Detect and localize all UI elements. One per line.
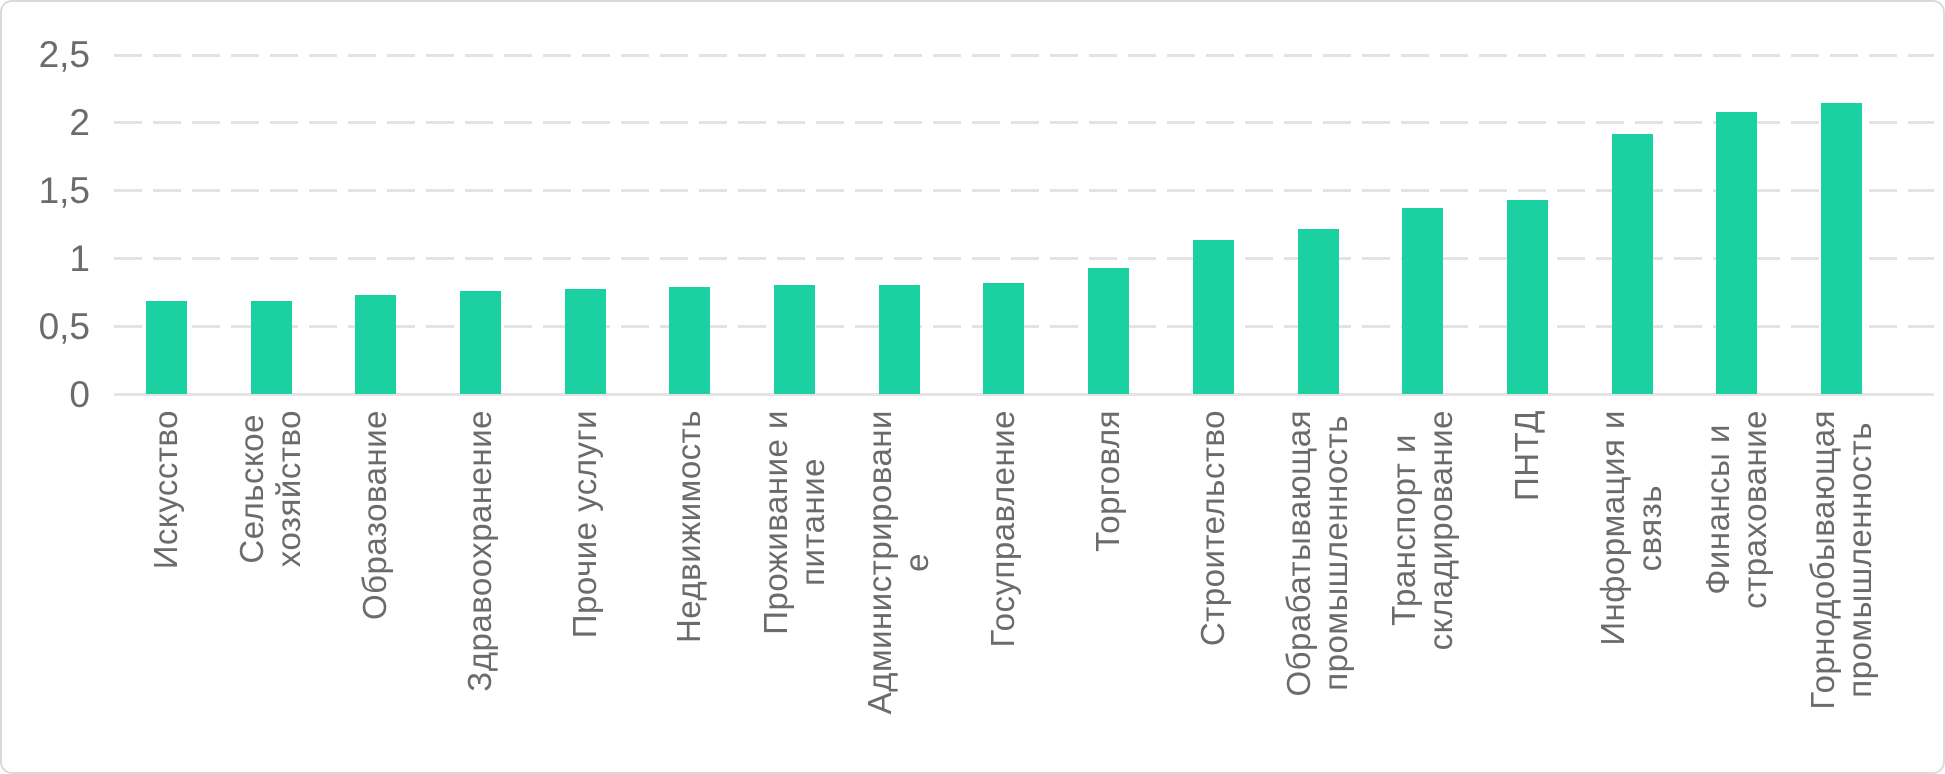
x-axis-category-label: Сельское хозяйство	[219, 410, 324, 567]
x-axis-category-label: Администрировани е	[847, 410, 952, 714]
y-axis-tick-label: 1	[69, 237, 90, 279]
x-axis-category-label-line: Торговля	[1089, 410, 1127, 552]
x-axis-category-label-line: Искусство	[146, 410, 184, 570]
bar-5[interactable]	[564, 288, 606, 395]
x-axis-category-label: Госуправление	[952, 410, 1057, 647]
y-axis-tick-label: 1,5	[38, 169, 90, 211]
x-axis-category-label: Образование	[323, 410, 428, 620]
x-axis-category-label-line: промышленность	[1317, 415, 1355, 692]
x-axis-category-label: Недвижимость	[638, 410, 743, 643]
bar-3[interactable]	[355, 295, 397, 395]
x-axis-category-label: Проживание и питание	[742, 410, 847, 635]
bar-7[interactable]	[774, 284, 816, 395]
x-axis-category-label-line: хозяйство	[270, 410, 308, 568]
x-axis-category-label-line: Горнодобывающая	[1803, 410, 1841, 710]
bar-11[interactable]	[1192, 239, 1234, 395]
x-axis-category-label-line: Госуправление	[984, 410, 1022, 648]
x-axis-category-label-line: Финансы и	[1698, 424, 1736, 595]
x-axis-category-label-line: связь	[1631, 484, 1669, 571]
x-axis-category-label: Здравоохранение	[428, 410, 533, 692]
x-axis-category-label-line: Сельское	[233, 413, 271, 564]
x-axis-category-label-line: Прочие услуги	[565, 410, 603, 639]
bar-12[interactable]	[1297, 228, 1339, 395]
gridline	[114, 189, 1934, 193]
x-axis-category-label: Горнодобывающая промышленность	[1789, 410, 1894, 710]
bar-6[interactable]	[669, 287, 711, 395]
bar-13[interactable]	[1402, 208, 1444, 395]
bar-16[interactable]	[1716, 112, 1758, 395]
x-axis-category-label: Финансы и страхование	[1685, 410, 1790, 609]
x-axis-category-label-line: промышленность	[1840, 421, 1878, 698]
x-axis-category-label-line: Строительство	[1193, 410, 1231, 647]
bar-8[interactable]	[878, 284, 920, 395]
x-axis-category-label-line: Недвижимость	[670, 410, 708, 644]
y-axis-tick-label: 0,5	[38, 305, 90, 347]
x-axis-category-label-line: Здравоохранение	[460, 410, 498, 692]
bar-1[interactable]	[145, 300, 187, 395]
x-axis-category-label: Информация и связь	[1580, 410, 1685, 646]
x-axis-category-label: Торговля	[1056, 410, 1161, 552]
y-axis-tick-label: 2	[69, 101, 90, 143]
x-axis-category-label: Строительство	[1161, 410, 1266, 646]
x-axis-category-label-line: Проживание и	[756, 410, 794, 635]
x-axis-category-label-line: ПНТД	[1507, 410, 1545, 501]
gridline	[114, 121, 1934, 125]
y-axis-tick-label: 2,5	[38, 34, 90, 75]
x-axis-category-label-line: Обрабатывающая	[1280, 410, 1318, 697]
x-axis-category-label-line: Информация и	[1594, 410, 1632, 646]
x-axis-category-label: Обрабатывающая промышленность	[1266, 410, 1371, 697]
x-axis-category-label: Искусство	[114, 410, 219, 569]
x-axis-category-label-line: питание	[793, 458, 831, 587]
bar-4[interactable]	[459, 291, 501, 395]
x-axis-category-label-line: складирование	[1421, 410, 1459, 651]
x-axis-category-label-line: страхование	[1735, 410, 1773, 609]
x-axis-category-label-line: е	[898, 552, 936, 572]
y-axis-tick-label: 0	[69, 373, 90, 415]
gridline	[114, 257, 1934, 261]
x-axis-category-label-line: Транспорт и	[1384, 434, 1422, 627]
x-axis-category-label: Прочие услуги	[533, 410, 638, 638]
x-axis-category-label-line: Образование	[356, 410, 394, 621]
x-axis-category-label: ПНТД	[1475, 410, 1580, 501]
bar-10[interactable]	[1088, 268, 1130, 395]
bar-9[interactable]	[983, 283, 1025, 395]
gridline	[114, 53, 1934, 57]
bar-2[interactable]	[250, 300, 292, 395]
x-axis-category-label: Транспорт и складирование	[1370, 410, 1475, 650]
bar-14[interactable]	[1506, 200, 1548, 395]
bar-15[interactable]	[1611, 133, 1653, 395]
x-axis-category-label-line: Администрировани	[861, 410, 899, 715]
bar-17[interactable]	[1821, 102, 1863, 395]
x-axis-line	[114, 393, 1934, 396]
